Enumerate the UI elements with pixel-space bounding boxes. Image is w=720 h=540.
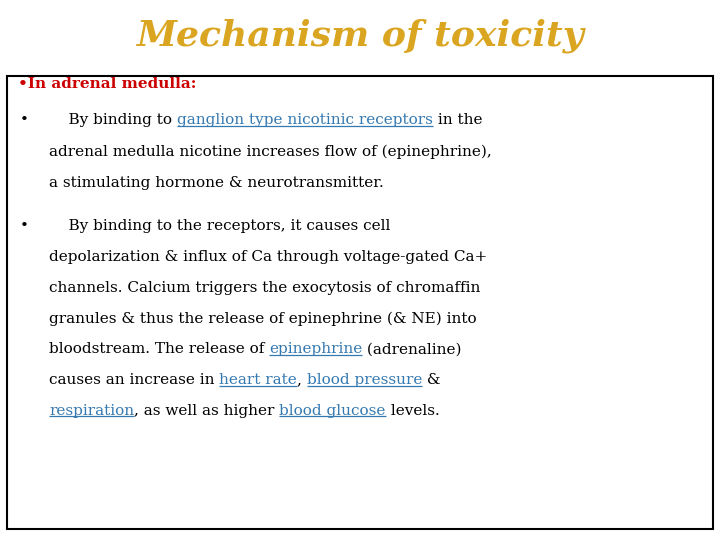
- FancyBboxPatch shape: [7, 76, 713, 529]
- Text: levels.: levels.: [386, 404, 439, 418]
- Text: blood pressure: blood pressure: [307, 373, 422, 387]
- Text: adrenal medulla nicotine increases flow of (epinephrine),: adrenal medulla nicotine increases flow …: [49, 145, 492, 159]
- Text: ganglion type nicotinic receptors: ganglion type nicotinic receptors: [177, 113, 433, 127]
- Text: •: •: [19, 219, 28, 233]
- Text: granules & thus the release of epinephrine (& NE) into: granules & thus the release of epinephri…: [49, 312, 477, 326]
- Text: By binding to the receptors, it causes cell: By binding to the receptors, it causes c…: [49, 219, 390, 233]
- Text: •: •: [19, 113, 28, 127]
- Text: ,: ,: [297, 373, 307, 387]
- Text: By binding to: By binding to: [49, 113, 177, 127]
- Text: •In adrenal medulla:: •In adrenal medulla:: [18, 77, 197, 91]
- Text: (adrenaline): (adrenaline): [362, 342, 462, 356]
- Text: blood glucose: blood glucose: [279, 404, 386, 418]
- Text: channels. Calcium triggers the exocytosis of chromaffin: channels. Calcium triggers the exocytosi…: [49, 281, 480, 295]
- Text: depolarization & influx of Ca through voltage-gated Ca+: depolarization & influx of Ca through vo…: [49, 250, 487, 264]
- Text: causes an increase in: causes an increase in: [49, 373, 220, 387]
- Text: Mechanism of toxicity: Mechanism of toxicity: [136, 19, 584, 53]
- Text: epinephrine: epinephrine: [269, 342, 362, 356]
- Text: bloodstream. The release of: bloodstream. The release of: [49, 342, 269, 356]
- Text: heart rate: heart rate: [220, 373, 297, 387]
- Text: , as well as higher: , as well as higher: [134, 404, 279, 418]
- Text: &: &: [422, 373, 441, 387]
- Text: respiration: respiration: [49, 404, 134, 418]
- Text: a stimulating hormone & neurotransmitter.: a stimulating hormone & neurotransmitter…: [49, 176, 384, 190]
- Text: in the: in the: [433, 113, 482, 127]
